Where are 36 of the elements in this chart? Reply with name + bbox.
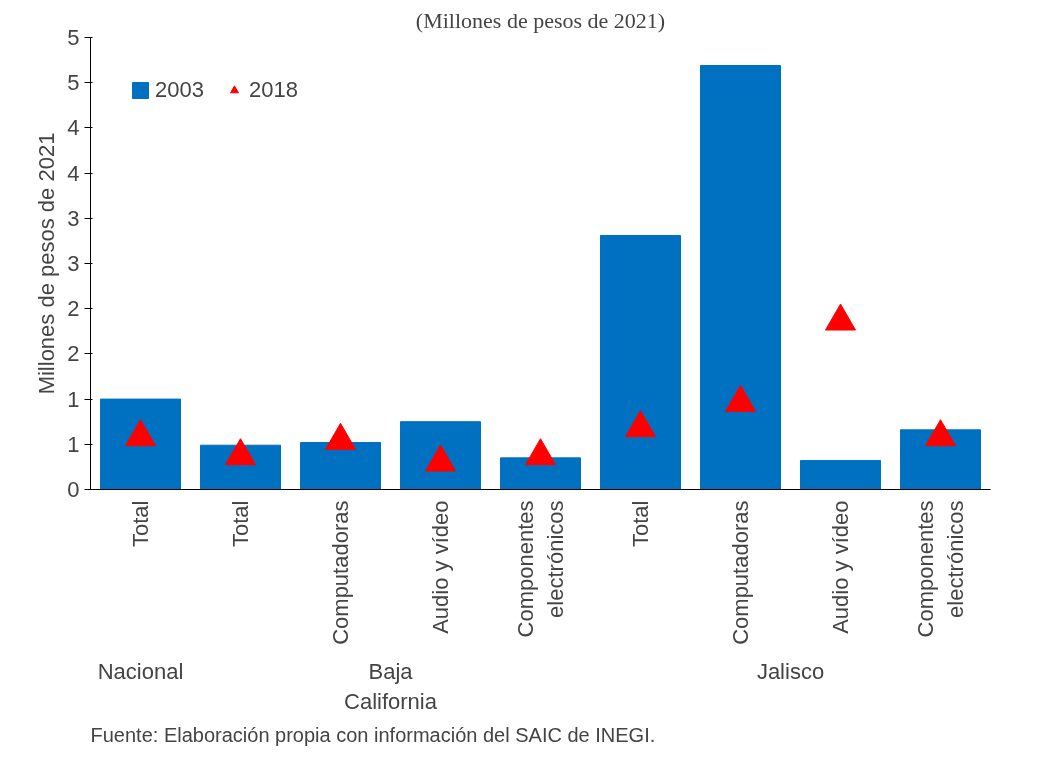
y-tick-label: 0: [67, 477, 80, 502]
legend-label: 2003: [155, 77, 204, 103]
bar: [500, 457, 581, 490]
bar: [100, 398, 181, 490]
bar: [900, 429, 981, 490]
chart-subtitle: (Millones de pesos de 2021): [415, 7, 666, 33]
y-tick-label: 3: [67, 251, 80, 276]
source-note: Fuente: Elaboración propia con información del SAIC de INEGI.: [90, 723, 656, 746]
x-tick-label: Componentes electrónicos: [513, 500, 568, 638]
text: Baja California: [344, 658, 438, 714]
x-tick-label: Componentes electrónicos: [913, 500, 968, 638]
x-tick-label: Audio y vídeo: [428, 500, 453, 634]
y-tick-label: 5: [67, 25, 80, 50]
x-tick-label: Audio y vídeo: [828, 500, 853, 634]
text: Jalisco: [756, 658, 825, 684]
x-tick-label: Total: [228, 500, 253, 547]
y-tick-label: 5: [67, 70, 80, 96]
y-tick-label: 3: [67, 205, 80, 231]
bar: [800, 460, 881, 490]
y-tick-label: 2: [67, 341, 80, 367]
y-tick-label: 2: [67, 296, 80, 322]
x-tick-label: Total: [628, 500, 653, 547]
legend-label: 2018: [248, 77, 298, 103]
bar: [400, 421, 481, 490]
text: Nacional: [97, 658, 184, 684]
x-tick-label: Total: [128, 500, 153, 547]
y-axis-title: Millones de pesos de 2021: [34, 132, 60, 395]
bar: [600, 234, 681, 490]
y-tick-label: 1: [67, 431, 80, 457]
y-tick-label: 1: [67, 386, 80, 412]
bar: [300, 441, 381, 490]
y-tick-label: 4: [67, 115, 80, 141]
y-tick-label: 4: [67, 160, 80, 186]
x-tick-label: Computadoras: [328, 500, 353, 645]
x-tick-label: Computadoras: [728, 500, 753, 645]
bar: [700, 65, 781, 490]
